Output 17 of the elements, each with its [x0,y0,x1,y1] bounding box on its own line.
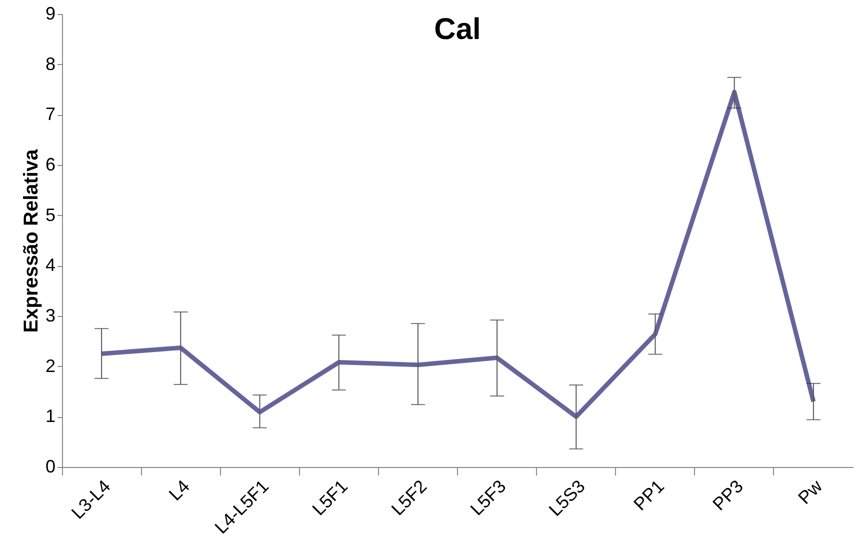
y-tick-label: 0 [45,456,56,476]
x-tick-label: PP1 [630,476,668,514]
y-tick-label: 3 [45,306,56,326]
line-series [99,90,816,419]
y-tick-label: 8 [45,54,56,74]
y-tick-label: 6 [45,154,56,174]
y-tick-label: 5 [45,204,56,225]
x-tick-label: Pw [794,475,827,508]
y-tick-label: 7 [45,104,56,124]
chart-title: Cal [434,13,481,46]
y-tick-label: 1 [45,406,56,426]
y-axis-title: Expressão Relativa [20,148,42,333]
y-tick-label: 4 [45,255,56,276]
x-tick-label: L4 [165,476,194,504]
y-tick-label: 9 [45,4,56,24]
x-tick-label: PP3 [708,476,748,514]
y-tick-label: 2 [45,356,56,376]
